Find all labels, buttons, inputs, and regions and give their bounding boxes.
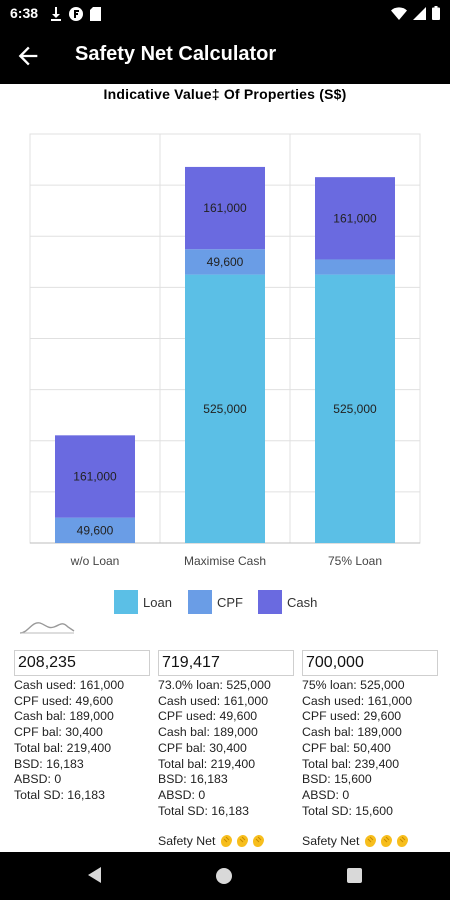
- result-line: Total SD: 16,183: [158, 803, 249, 818]
- result-line: Total SD: 16,183: [14, 787, 105, 802]
- result-line: 73.0% loan: 525,000: [158, 678, 271, 692]
- data-label: 525,000: [333, 402, 377, 416]
- safety-net-rating: [363, 834, 410, 848]
- safety-net-maximise-cash: Safety Net: [158, 834, 266, 848]
- status-time: 6:38: [10, 5, 39, 21]
- x-tick-label: w/o Loan: [70, 554, 120, 568]
- result-lines-wo-loan: Cash used: 161,000 CPF used: 49,600 Cash…: [14, 678, 154, 804]
- legend-label-cash: Cash: [287, 595, 317, 610]
- nav-home-icon[interactable]: [216, 868, 232, 884]
- result-lines-maximise-cash: 73.0% loan: 525,000 Cash used: 161,000 C…: [158, 678, 298, 819]
- result-line: Cash bal: 189,000: [302, 725, 402, 740]
- stacked-bar-chart: 49,600 161,000 w/o Loan 525,000 49,600 161,00…: [29, 133, 421, 614]
- data-label: 49,600: [207, 255, 244, 269]
- data-label: 525,000: [203, 402, 247, 416]
- bar-segment-loan: [315, 274, 395, 543]
- bar-segment-loan: [185, 274, 265, 543]
- nav-recents-icon[interactable]: [347, 868, 362, 883]
- result-line: Cash bal: 189,000: [14, 709, 114, 724]
- safety-net-75-loan: Safety Net: [302, 834, 410, 848]
- data-label: 49,600: [77, 523, 114, 537]
- price-input-wo-loan[interactable]: [14, 650, 150, 676]
- arrow-back-icon: [18, 46, 38, 66]
- bar-segment-cash: [185, 166, 265, 250]
- status-bar: 6:38: [0, 0, 450, 28]
- back-button[interactable]: [14, 42, 42, 70]
- result-column-3: 75% loan: 525,000 Cash used: 161,000 CPF…: [302, 650, 442, 819]
- sd-card-icon: [90, 7, 101, 21]
- result-line: Cash bal: 189,000: [158, 725, 258, 740]
- x-tick-label: Maximise Cash: [184, 554, 266, 568]
- bar-segment-cpf: [315, 259, 395, 275]
- result-line: BSD: 16,183: [14, 756, 84, 771]
- bar-segment-cash: [315, 177, 395, 260]
- wifi-icon: [391, 6, 407, 20]
- result-line: CPF used: 49,600: [158, 709, 258, 724]
- clapping-hands-icon: [237, 835, 249, 847]
- clapping-hands-icon: [221, 835, 233, 847]
- result-line: Cash used: 161,000: [302, 693, 413, 708]
- result-line: Cash used: 161,000: [158, 693, 269, 708]
- status-icons-left: [50, 6, 101, 22]
- bar-segment-cpf: [185, 249, 265, 275]
- result-line: BSD: 16,183: [158, 772, 228, 787]
- result-line: Total bal: 219,400: [158, 756, 256, 771]
- result-column-1: Cash used: 161,000 CPF used: 49,600 Cash…: [14, 650, 154, 804]
- result-line: Total bal: 239,400: [302, 756, 400, 771]
- clapping-hands-icon: [253, 835, 265, 847]
- result-line: CPF bal: 30,400: [158, 740, 247, 755]
- app-bar: Safety Net Calculator: [0, 28, 450, 84]
- bar-segment-cash: [55, 435, 135, 518]
- clapping-hands-icon: [397, 835, 409, 847]
- app-title: Safety Net Calculator: [75, 43, 277, 65]
- battery-icon: [432, 6, 440, 20]
- result-lines-75-loan: 75% loan: 525,000 Cash used: 161,000 CPF…: [302, 678, 442, 819]
- clapping-hands-icon: [365, 835, 377, 847]
- result-line: CPF bal: 30,400: [14, 725, 103, 740]
- result-line: CPF bal: 50,400: [302, 740, 391, 755]
- clapping-hands-icon: [381, 835, 393, 847]
- result-line: Cash used: 161,000: [14, 678, 125, 692]
- chart-title: Indicative Value‡ Of Properties (S$): [103, 86, 347, 102]
- data-label: 161,000: [203, 201, 247, 215]
- legend-label-loan: Loan: [143, 595, 172, 610]
- data-label: 161,000: [333, 211, 377, 225]
- result-line: Total SD: 15,600: [302, 803, 393, 818]
- bar-segment-cpf: [55, 517, 135, 543]
- sparkline-icon: [19, 622, 75, 634]
- app-f-icon: [69, 7, 83, 21]
- status-icons-right: [391, 6, 440, 20]
- legend-swatch-cpf: [188, 590, 212, 614]
- safety-net-label: Safety Net: [158, 834, 216, 848]
- legend-swatch-cash: [258, 590, 282, 614]
- price-input-75-loan[interactable]: [302, 650, 438, 676]
- result-line: CPF used: 49,600: [14, 693, 114, 708]
- download-icon: [51, 7, 61, 21]
- result-line: ABSD: 0: [158, 787, 206, 802]
- safety-net-label: Safety Net: [302, 834, 360, 848]
- result-line: ABSD: 0: [14, 772, 62, 787]
- safety-net-rating: [219, 834, 266, 848]
- legend-label-cpf: CPF: [217, 595, 243, 610]
- result-line: BSD: 15,600: [302, 772, 372, 787]
- legend-swatch-loan: [114, 590, 138, 614]
- system-nav-bar: [0, 852, 450, 900]
- nav-back-icon[interactable]: [86, 866, 102, 884]
- result-line: 75% loan: 525,000: [302, 678, 405, 692]
- price-input-maximise-cash[interactable]: [158, 650, 294, 676]
- signal-icon: [413, 6, 426, 20]
- data-label: 161,000: [73, 469, 117, 483]
- x-tick-label: 75% Loan: [328, 554, 382, 568]
- result-line: CPF used: 29,600: [302, 709, 402, 724]
- result-line: Total bal: 219,400: [14, 740, 112, 755]
- result-column-2: 73.0% loan: 525,000 Cash used: 161,000 C…: [158, 650, 298, 819]
- result-line: ABSD: 0: [302, 787, 350, 802]
